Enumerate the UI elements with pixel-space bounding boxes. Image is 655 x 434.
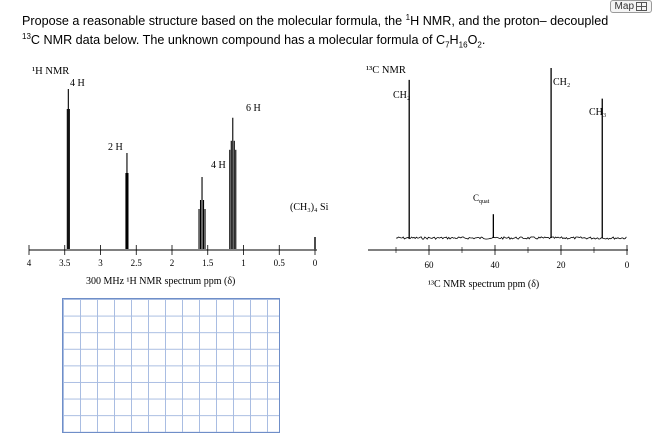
h-tick-label: 1: [241, 258, 246, 268]
c-nmr-axis-label: ¹³C NMR spectrum ppm (δ): [428, 279, 539, 290]
h-tick-label: 0.5: [274, 258, 286, 268]
nmr-spectra: ¹H NMR 4 3.5 3 2.5 2 1.5 1 0.5 0 4 H 2 H 4 H 6 H…: [27, 65, 630, 290]
h-tick-label: 0: [313, 258, 318, 268]
c-peak-label-ch2-b: CH₂: [553, 77, 570, 88]
h-tick-label: 2.5: [131, 258, 143, 268]
h-peak-label-2h: 2 H: [108, 142, 123, 153]
c-peak-label-ch3: CH₃: [589, 107, 606, 118]
h-tick-label: 2: [170, 258, 175, 268]
grid-icon: [636, 2, 647, 11]
tms-label: (CH₃)₄ Si: [290, 202, 329, 213]
map-label: Map: [614, 0, 634, 12]
c-nmr-title: ¹³C NMR: [366, 65, 406, 76]
h-tick-label: 1.5: [202, 258, 214, 268]
c-tick-label: 20: [557, 260, 567, 270]
c-tick-label: 40: [491, 260, 501, 270]
c-tick-label: 60: [425, 260, 435, 270]
h-peak-label-4h-b: 4 H: [211, 160, 226, 171]
h-nmr-title: ¹H NMR: [32, 66, 69, 77]
map-button[interactable]: Map: [609, 0, 652, 13]
h-nmr-spectrum: ¹H NMR 4 3.5 3 2.5 2 1.5 1 0.5 0 4 H 2 H 4 H 6 H…: [27, 66, 329, 287]
answer-drawing-grid[interactable]: [62, 298, 280, 433]
h-nmr-axis-label: 300 MHz ¹H NMR spectrum ppm (δ): [86, 276, 235, 287]
h-peak-label-4h-a: 4 H: [70, 78, 85, 89]
c-tick-label: 0: [625, 260, 630, 270]
h-tick-label: 3: [98, 258, 103, 268]
question-text: Propose a reasonable structure based on …: [22, 13, 609, 50]
h-peak-label-6h: 6 H: [246, 103, 261, 114]
c-nmr-spectrum: ¹³C NMR 60 40 20 0 CH₂ Cquat CH₂ CH₃ ¹³C NM…: [366, 65, 630, 290]
c-peak-label-ch2-a: CH₂: [393, 90, 410, 101]
h-tick-label: 4: [27, 258, 32, 268]
c-noise-baseline: [395, 236, 627, 240]
h-tick-label: 3.5: [59, 258, 71, 268]
c-peak-label-cquat: Cquat: [473, 193, 490, 205]
